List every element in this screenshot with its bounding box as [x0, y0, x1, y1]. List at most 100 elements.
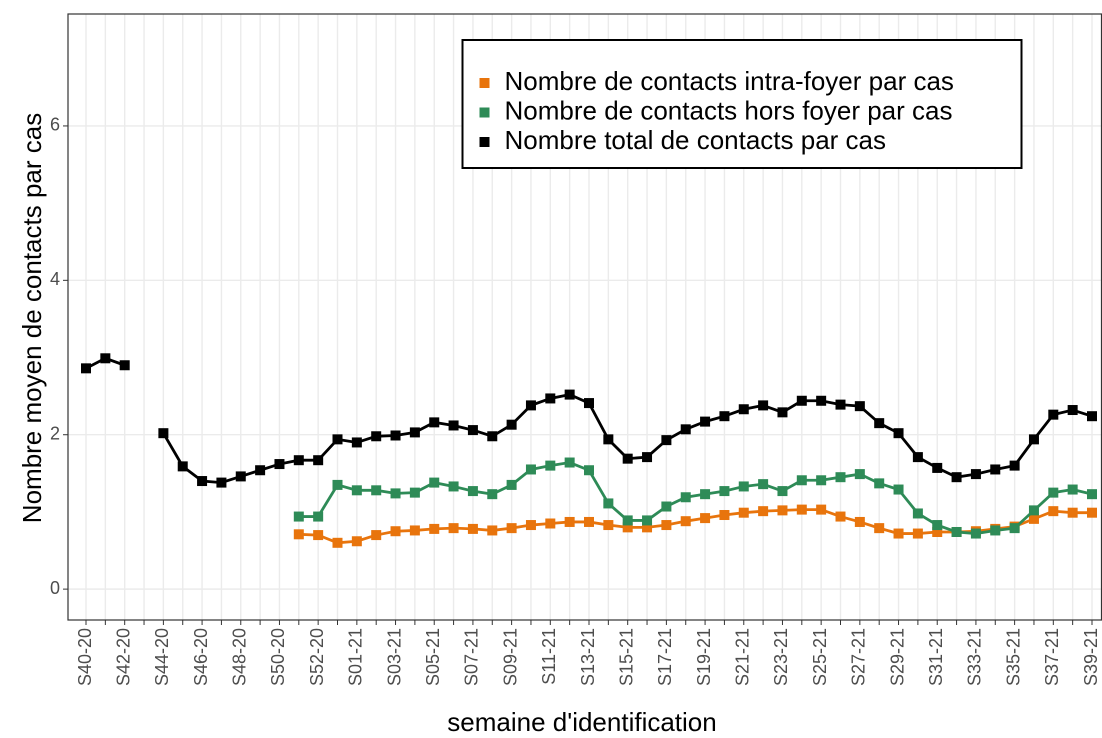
point	[371, 530, 382, 541]
point	[990, 525, 1001, 536]
point	[351, 485, 362, 496]
point	[796, 395, 807, 406]
point	[622, 453, 633, 464]
point	[506, 523, 517, 534]
point	[429, 523, 440, 534]
point	[758, 506, 769, 517]
point	[835, 472, 846, 483]
point	[700, 416, 711, 427]
point	[912, 452, 923, 463]
point	[564, 457, 575, 468]
legend-box	[461, 39, 1023, 169]
legend-swatch	[479, 137, 490, 147]
legend-label: Nombre total de contacts par cas	[505, 125, 887, 155]
x-tick-label: S09-21	[500, 628, 520, 686]
point	[235, 471, 246, 482]
point	[371, 485, 382, 496]
x-tick-label: S50-20	[268, 628, 288, 686]
point	[1048, 506, 1059, 517]
point	[970, 528, 981, 539]
point	[487, 489, 498, 500]
point	[622, 515, 633, 526]
x-tick-label: S01-21	[346, 628, 366, 686]
point	[448, 481, 459, 492]
point	[293, 511, 304, 522]
point	[448, 523, 459, 534]
point	[313, 530, 324, 541]
point	[603, 498, 614, 509]
x-tick-label: S27-21	[849, 628, 869, 686]
x-axis-label: semaine d'identification	[447, 707, 716, 737]
point	[603, 434, 614, 445]
point	[758, 479, 769, 490]
point	[893, 528, 904, 539]
point	[1087, 411, 1097, 422]
point	[390, 526, 401, 537]
point	[525, 464, 536, 475]
point	[293, 455, 304, 466]
point	[642, 515, 653, 526]
y-tick-label: 2	[50, 423, 60, 443]
point	[487, 431, 498, 442]
point	[719, 510, 730, 521]
point	[700, 489, 711, 500]
point	[1048, 487, 1059, 498]
point	[719, 411, 730, 422]
point	[1087, 507, 1097, 518]
point	[564, 389, 575, 400]
point	[1028, 513, 1039, 524]
x-tick-label: S23-21	[771, 628, 791, 686]
point	[409, 525, 420, 536]
point	[119, 360, 130, 371]
x-tick-label: S42-20	[113, 628, 133, 686]
x-tick-label: S37-21	[1042, 628, 1062, 686]
point	[680, 492, 691, 503]
point	[738, 404, 749, 415]
point	[1009, 460, 1020, 471]
point	[274, 459, 285, 470]
point	[932, 462, 943, 473]
point	[467, 523, 478, 534]
point	[796, 504, 807, 515]
point	[1048, 409, 1059, 420]
legend-label: Nombre de contacts hors foyer par cas	[505, 95, 953, 125]
point	[893, 428, 904, 439]
point	[932, 526, 943, 537]
point	[758, 400, 769, 411]
point	[951, 472, 962, 483]
point	[255, 465, 266, 476]
point	[777, 486, 788, 497]
point	[1067, 405, 1078, 416]
point	[1028, 505, 1039, 516]
point	[642, 522, 653, 533]
point	[738, 507, 749, 518]
point	[912, 508, 923, 519]
point	[197, 476, 208, 487]
point	[158, 428, 169, 439]
point	[545, 460, 556, 471]
point	[777, 407, 788, 418]
x-tick-label: S48-20	[230, 628, 250, 686]
point	[467, 425, 478, 436]
x-tick-label: S03-21	[384, 628, 404, 686]
point	[874, 418, 885, 429]
point	[603, 520, 614, 531]
y-tick-label: 6	[50, 115, 60, 135]
point	[719, 486, 730, 497]
point	[293, 529, 304, 540]
point	[100, 353, 111, 364]
point	[835, 399, 846, 410]
point	[796, 475, 807, 486]
x-tick-label: S46-20	[191, 628, 211, 686]
point	[351, 437, 362, 448]
point	[371, 431, 382, 442]
point	[525, 400, 536, 411]
y-tick-label: 4	[50, 269, 60, 289]
point	[854, 469, 865, 480]
point	[1009, 523, 1020, 534]
legend-label: Nombre de contacts intra-foyer par cas	[505, 66, 954, 96]
point	[351, 536, 362, 547]
point	[332, 479, 343, 490]
point	[313, 455, 324, 466]
